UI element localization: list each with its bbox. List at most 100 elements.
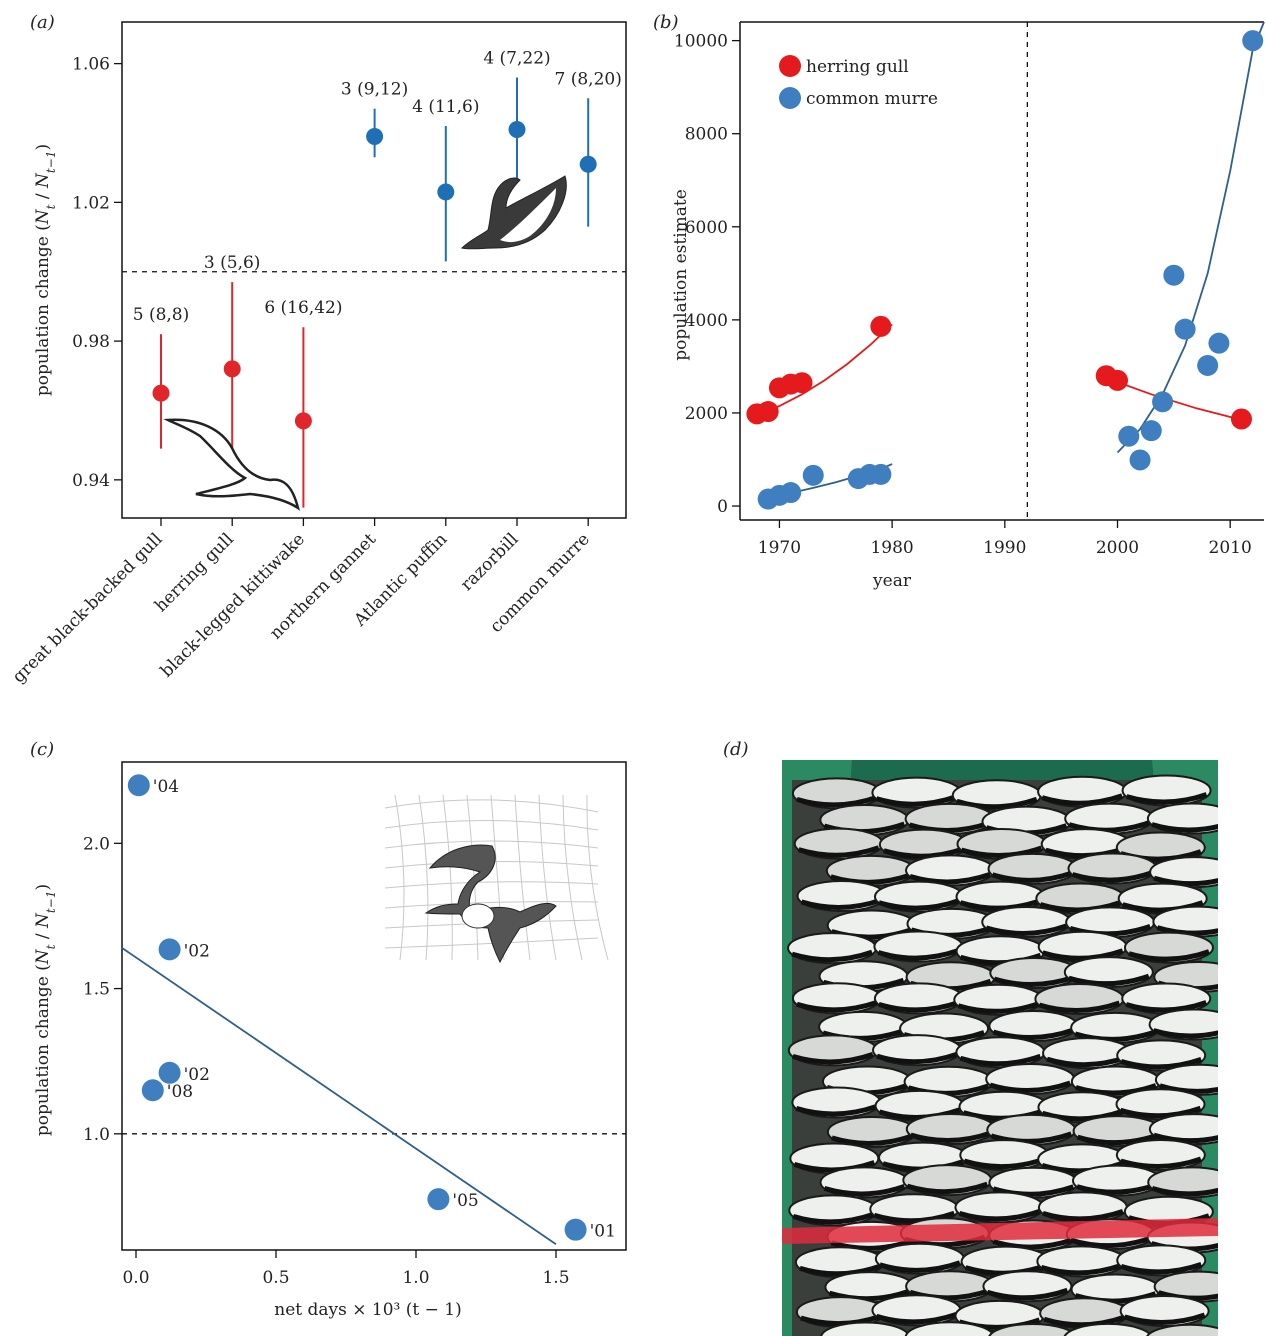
year-label: '02 (184, 1065, 210, 1085)
bird-wing (959, 1053, 1042, 1067)
legend-marker (779, 87, 801, 109)
bird-wing (1040, 1262, 1123, 1276)
sample-size-label: 6 (16,42) (264, 298, 342, 318)
bird-wing (1123, 1312, 1206, 1325)
data-point (802, 464, 824, 486)
data-point (564, 1218, 587, 1241)
bird-wing (1041, 793, 1123, 806)
data-point (1152, 391, 1174, 413)
x-tick-label: 2010 (1209, 538, 1252, 558)
bird-wing (1070, 1235, 1152, 1249)
panel-label-b: (b) (653, 12, 679, 33)
bird-wing (800, 897, 883, 910)
data-point (152, 384, 170, 402)
bird-wing (1043, 1314, 1125, 1328)
murre-silhouette-icon (461, 175, 567, 250)
bird-wing (830, 1238, 913, 1251)
sample-size-label: 7 (8,20) (555, 69, 622, 89)
bird-wing (830, 872, 912, 885)
data-point (757, 401, 779, 423)
y-tick-label: 0.94 (72, 471, 110, 491)
data-point (294, 412, 312, 430)
net-strand (538, 794, 557, 961)
bird-wing (1153, 1132, 1218, 1144)
bird-wing (1076, 1182, 1158, 1195)
bird-wing (958, 1209, 1041, 1222)
y-axis-label: population change (Nt / Nt−1) (33, 884, 58, 1136)
y-tick-label: 0 (717, 497, 728, 517)
x-tick-label: 1.5 (542, 1268, 569, 1288)
bird-wing (1069, 924, 1151, 937)
bird-wing (1151, 1185, 1218, 1197)
bird-wing (877, 948, 960, 961)
bird-wing (795, 1104, 878, 1117)
bird-wing (878, 898, 960, 911)
bird-belly-detail (461, 903, 495, 929)
bird-wing (989, 1080, 1071, 1093)
x-tick-label: 1990 (983, 538, 1026, 558)
bird-wing (1153, 875, 1218, 887)
bird-wing (828, 1288, 911, 1302)
y-tick-label: 0.98 (72, 332, 110, 352)
bird-wing (956, 796, 1038, 810)
bird-wing (1121, 900, 1204, 913)
data-point (1174, 318, 1196, 340)
fit-line (1105, 377, 1242, 421)
bird-wing (1068, 820, 1151, 833)
data-point (870, 315, 892, 337)
bird-wing (909, 872, 991, 885)
bird-wing (879, 1260, 961, 1273)
bird-wing (1128, 949, 1210, 962)
bird-wing (1041, 948, 1124, 961)
data-point (508, 121, 526, 139)
bird-wing (792, 1212, 875, 1225)
legend-label: common murre (806, 89, 938, 109)
sample-size-label: 3 (5,6) (204, 253, 261, 273)
bird-wing (1042, 1209, 1124, 1222)
panel-label-a: (a) (30, 12, 55, 33)
fit-line (1116, 21, 1265, 454)
panel-label-d: (d) (723, 739, 749, 760)
data-point (158, 938, 181, 961)
data-point (780, 482, 802, 504)
data-point (1242, 30, 1264, 52)
bird-wing (799, 1263, 881, 1277)
data-point (1197, 354, 1219, 376)
x-tick-label: razorbill (457, 529, 523, 595)
bird-body (1063, 1322, 1153, 1336)
data-point (579, 155, 597, 173)
bird-wing (1151, 822, 1218, 833)
bird-wing (792, 1052, 874, 1065)
net-strand (384, 840, 599, 849)
bird-body (904, 1321, 995, 1336)
y-tick-label: 6000 (685, 218, 728, 238)
data-point (223, 360, 241, 378)
bird-wing (963, 1156, 1046, 1170)
y-tick-label: 1.02 (72, 193, 110, 213)
bird-wing (991, 870, 1074, 883)
net-strand (384, 937, 599, 949)
bird-wing (831, 1133, 913, 1146)
bird-body (988, 1322, 1077, 1336)
year-label: '02 (184, 941, 210, 961)
y-tick-label: 2.0 (83, 834, 110, 854)
data-point (791, 372, 813, 394)
data-point (1107, 369, 1129, 391)
bird-wing (878, 1000, 960, 1013)
sample-size-label: 4 (11,6) (412, 97, 479, 117)
x-tick-label: 1.0 (402, 1268, 429, 1288)
y-axis-label: population change (Nt / Nt−1) (33, 144, 58, 396)
bird-wing (800, 1313, 882, 1327)
bird-wing (1156, 925, 1218, 936)
bird-wing (1119, 1105, 1202, 1119)
bird-wing (1075, 1083, 1157, 1096)
legend-label: herring gull (806, 57, 909, 77)
panel-a: (a) 0.94 0.98 1.02 1.06 population change (Nt… (9, 12, 627, 687)
sample-size-label: 3 (9,12) (341, 80, 408, 100)
data-point (366, 127, 384, 145)
bird-wing (992, 1184, 1075, 1197)
seabird-carcass-photo (782, 760, 1218, 1336)
bird-wing (960, 845, 1043, 858)
bird-wing (992, 1027, 1075, 1041)
year-label: '05 (452, 1191, 478, 1211)
